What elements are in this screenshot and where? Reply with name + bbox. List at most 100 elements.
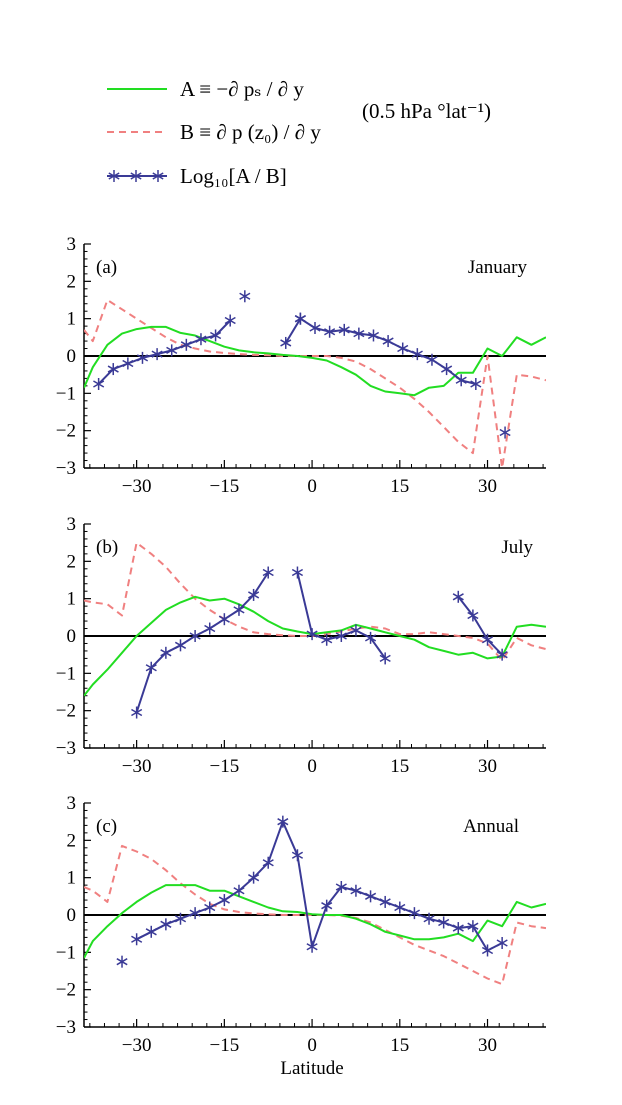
legend-label-b: B ≡ ∂ p (z₀) / ∂ y [180,120,321,144]
legend-label-log: Log₁₀[A / B] [180,164,287,188]
series-log-point [294,312,306,325]
series-log-point [291,849,304,862]
series-log-point [364,631,377,644]
series-log-point [131,706,143,719]
y-tick-label: 3 [67,793,77,814]
y-tick-label: −2 [56,980,76,1001]
series-log-point [324,325,336,338]
plot-area [84,815,546,986]
series-log-point [189,630,201,642]
legend-asterisk-2 [152,170,164,182]
panel-january: (a) January −3 −2 −1 0 1 2 3 −30 −15 0 15 30 [56,234,546,497]
series-log-point [131,933,143,946]
series-log-point [382,335,394,348]
y-tick-label: 1 [67,589,77,610]
series-log-point [116,955,128,968]
x-tick-label: −15 [209,1035,239,1056]
series-log-point [353,327,365,340]
series-log-point [364,890,377,903]
series-log-line [97,319,231,385]
series-log-point [467,609,479,622]
series-log-point [151,348,163,361]
plot-area [84,541,546,719]
series-log-point [335,630,347,642]
series-log-point [166,344,178,357]
y-tick-label: 0 [67,626,77,647]
series-log-point [306,628,318,641]
series-log-point [122,357,134,370]
series-log-point [195,333,207,346]
series-log-point [379,652,391,665]
legend-asterisk-0 [108,170,120,182]
series-log-line [135,571,270,713]
series-log-point [411,348,423,361]
series-log-point [438,916,450,929]
series-log-point [93,378,105,390]
series-a-line [84,325,546,397]
x-tick-label: 15 [390,1035,409,1056]
y-tick-label: −2 [56,701,76,722]
panel-july: (b) July −3 −2 −1 0 1 2 3 −30 −15 0 15 30 [56,514,546,777]
legend-units: (0.5 hPa °lat⁻¹) [362,99,491,123]
series-log-point [481,633,494,646]
series-log-point [321,899,333,912]
y-tick-label: 0 [67,905,77,926]
panel-title: Annual [463,816,519,837]
y-tick-label: 1 [67,309,77,330]
series-log-point [262,566,274,579]
panel-label: (b) [96,537,118,558]
series-log-point [335,881,347,893]
series-log-line [299,317,477,385]
series-log-point [248,871,260,884]
series-log-point [379,895,391,908]
y-tick-label: −1 [56,383,76,404]
series-log-point [174,912,187,925]
series-log-point [218,894,230,907]
series-log-point [107,363,119,376]
series-log-point [291,566,304,579]
series-log-point [397,342,409,355]
series-log-point [210,329,222,342]
series-log-point [426,353,438,366]
panel-title: July [501,537,533,558]
series-log-line [284,318,302,344]
legend-asterisk-1 [130,170,142,182]
series-b-line [84,299,546,469]
series-log-point [233,603,245,616]
series-b-line [84,844,546,986]
series-log-point [280,336,292,349]
series-log-line [296,572,387,659]
y-tick-label: 3 [67,514,77,535]
x-tick-label: −15 [209,476,239,497]
series-log-point [239,290,251,303]
series-log-point [452,590,464,603]
series-log-point [467,920,479,933]
y-tick-label: 0 [67,346,77,367]
series-a-line [84,595,546,697]
series-log-point [306,940,318,953]
series-log-point [136,351,149,364]
x-tick-label: 0 [307,756,317,777]
x-tick-label: 15 [390,476,409,497]
series-log-point [233,884,245,897]
series-log-point [455,374,467,387]
series-log-point [423,912,435,925]
series-log-point [262,856,274,869]
series-log-point [499,426,511,439]
series-log-point [408,907,420,920]
series-log-point [350,624,362,637]
series-log-point [180,338,192,351]
series-log-point [145,661,157,674]
y-tick-label: −1 [56,942,76,963]
series-log-point [248,588,260,601]
y-tick-label: −3 [56,738,76,759]
series-log-point [321,633,333,646]
series-log-point [350,884,362,897]
series-log-point [394,901,406,914]
panel-label: (c) [96,816,117,837]
series-log-point [224,314,236,327]
series-log-point [160,646,172,659]
series-log-point [496,648,508,661]
panel-title: January [468,257,528,278]
